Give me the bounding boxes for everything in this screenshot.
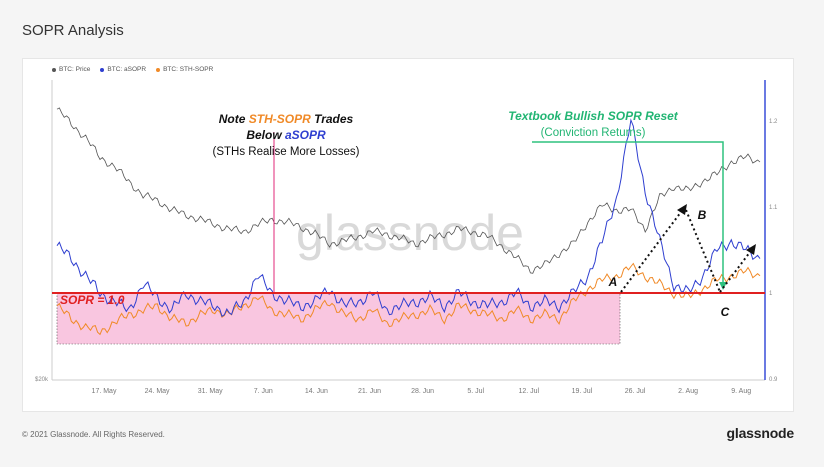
x-tick-label: 28. Jun [411, 388, 434, 395]
note-trades: Trades [311, 112, 354, 126]
asopr-series [56, 118, 761, 318]
sopr-reference-label: SOPR = 1.0 [60, 293, 125, 307]
legend-item-asopr[interactable]: BTC: aSOPR [100, 66, 146, 73]
legend-dot-asopr [100, 67, 105, 72]
arrow-up-head [746, 244, 756, 255]
x-tick-labels: 17. May 24. May 31. May 7. Jun 14. Jun 21. Ju… [92, 388, 752, 395]
y-right-tick-label: 0.9 [769, 377, 778, 383]
reset-pointer [532, 141, 724, 284]
legend-item-price[interactable]: BTC: Price [52, 66, 90, 73]
legend-item-sth[interactable]: BTC: STH-SOPR [156, 66, 213, 73]
x-tick-label: 31. May [198, 388, 223, 395]
y-right-tick-label: 1.2 [769, 119, 778, 125]
reset-title: Textbook Bullish SOPR Reset [508, 109, 679, 123]
price-series [56, 107, 761, 274]
arrow-b-head [677, 204, 687, 215]
x-tick-label: 17. May [92, 388, 117, 395]
note-line-2: Below aSOPR [246, 128, 326, 142]
path-b-c [685, 209, 721, 293]
path-c-up [719, 247, 754, 293]
legend-dot-sth [156, 67, 161, 72]
y-right-tick-label: 1.1 [769, 205, 778, 211]
x-tick-label: 2. Aug [678, 388, 698, 395]
x-tick-label: 21. Jun [358, 388, 381, 395]
x-tick-label: 5. Jul [467, 388, 484, 395]
x-tick-label: 12. Jul [518, 388, 539, 395]
note-sth: STH-SOPR [249, 112, 311, 126]
point-b-label: B [698, 208, 707, 222]
point-c-label: C [721, 305, 730, 319]
reset-subtitle: (Conviction Returns) [541, 127, 646, 139]
legend-label-asopr: BTC: aSOPR [107, 66, 147, 73]
x-tick-label: 26. Jul [625, 388, 646, 395]
brand-logo: glassnode [726, 425, 795, 441]
x-tick-label: 9. Aug [731, 388, 751, 395]
copyright: © 2021 Glassnode. All Rights Reserved. [22, 430, 165, 439]
x-tick-label: 24. May [145, 388, 170, 395]
x-tick-label: 14. Jun [305, 388, 328, 395]
x-tick-label: 7. Jun [254, 388, 273, 395]
x-tick-label: 19. Jul [572, 388, 593, 395]
chart-legend: BTC: Price BTC: aSOPR BTC: STH-SOPR [52, 66, 213, 73]
chart-card [22, 58, 794, 412]
loss-zone [56, 292, 621, 345]
watermark: glassnode [296, 205, 524, 261]
point-a-label: A [608, 275, 618, 289]
sth-sopr-series [56, 262, 761, 336]
note-line-1: Note STH-SOPR Trades [219, 112, 354, 126]
legend-label-sth: BTC: STH-SOPR [163, 66, 214, 73]
y-left-tick: $20k [35, 377, 49, 383]
note-line-3: (STHs Realise More Losses) [213, 146, 360, 158]
y-right-tick-label: 1 [769, 291, 773, 297]
reset-arrowhead [719, 282, 727, 290]
legend-label-price: BTC: Price [59, 66, 91, 73]
note-asopr: aSOPR [285, 128, 326, 142]
path-a-b [620, 207, 685, 293]
y-right-tick-labels: 1.2 1.1 1 0.9 [769, 119, 778, 383]
note-prefix: Note [219, 112, 249, 126]
legend-dot-price [52, 67, 56, 72]
note-below: Below [246, 128, 285, 142]
page-title: SOPR Analysis [22, 22, 124, 39]
